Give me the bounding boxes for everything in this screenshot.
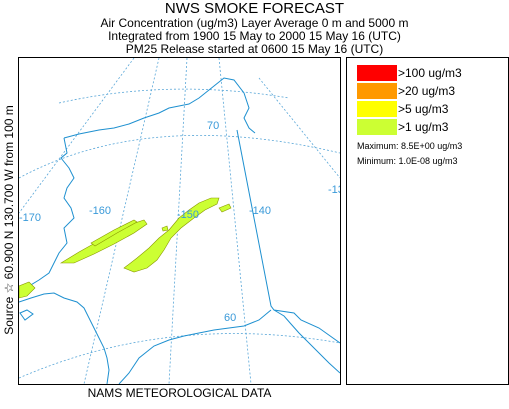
coastline-southcentral [118, 309, 272, 384]
longitude-line-170 [19, 58, 135, 214]
legend-swatch [357, 119, 397, 135]
latitude-line-north [58, 88, 290, 104]
longitude-line-130 [258, 77, 340, 179]
longitude-line-160 [83, 58, 160, 384]
maximum-value: Maximum: 8.5E+00 ug/m3 [357, 141, 463, 151]
legend-item-5: >5 ug/m3 [357, 101, 497, 117]
legend-swatch [357, 65, 397, 81]
release-start-line: PM25 Release started at 0600 15 May 16 (… [125, 42, 384, 56]
label-lon-170: -170 [19, 212, 41, 224]
forecast-title: NWS SMOKE FORECAST [164, 0, 345, 17]
source-location-label: Source ☆ 60.900 N 130.700 W from 100 m [2, 105, 16, 335]
smoke-plume-central [123, 197, 220, 273]
coastline-southwest [19, 292, 110, 384]
coastline-north [63, 77, 256, 139]
label-lon-140: -140 [249, 205, 271, 217]
smoke-plume-west [59, 219, 148, 264]
label-lat-60: 60 [224, 312, 236, 324]
longitude-line-140 [218, 58, 252, 384]
integration-period-line: Integrated from 1900 15 May to 2000 15 M… [108, 29, 401, 43]
legend-label: >5 ug/m3 [398, 102, 449, 116]
longitude-line-150 [168, 58, 188, 384]
smoke-plume-west-thin [90, 219, 138, 247]
latitude-line-70 [19, 135, 340, 179]
legend-swatch [357, 101, 397, 117]
coastline-southeast [273, 309, 340, 374]
concentration-layer-line: Air Concentration (ug/m3) Layer Average … [100, 16, 409, 30]
label-lon-150: -150 [177, 209, 199, 221]
coastline-west [19, 137, 75, 291]
smoke-plume-dot [161, 225, 169, 232]
legend-item-20: >20 ug/m3 [357, 83, 497, 99]
border-line [236, 129, 340, 344]
coastline-island [19, 309, 34, 321]
latitude-line-60 [19, 333, 340, 379]
legend-item-100: >100 ug/m3 [357, 65, 497, 81]
legend-label: >100 ug/m3 [398, 66, 462, 80]
legend-panel: >100 ug/m3 >20 ug/m3 >5 ug/m3 >1 ug/m3 M… [346, 57, 509, 385]
legend-label: >1 ug/m3 [398, 120, 449, 134]
legend-label: >20 ug/m3 [398, 84, 456, 98]
map-canvas: -170 -160 -150 -140 -130 70 60 [19, 58, 340, 384]
legend-swatch [357, 83, 397, 99]
meteorological-data-caption: NAMS METEOROLOGICAL DATA [87, 386, 272, 400]
label-lon-160: -160 [89, 205, 111, 217]
smoke-plume-edge [19, 281, 36, 299]
smoke-forecast-map: -170 -160 -150 -140 -130 70 60 [18, 57, 341, 385]
label-lat-70: 70 [207, 120, 219, 132]
smoke-plume-small [218, 203, 232, 213]
label-lon-130: -130 [328, 184, 340, 196]
minimum-value: Minimum: 1.0E-08 ug/m3 [357, 156, 458, 166]
legend-item-1: >1 ug/m3 [357, 119, 497, 135]
